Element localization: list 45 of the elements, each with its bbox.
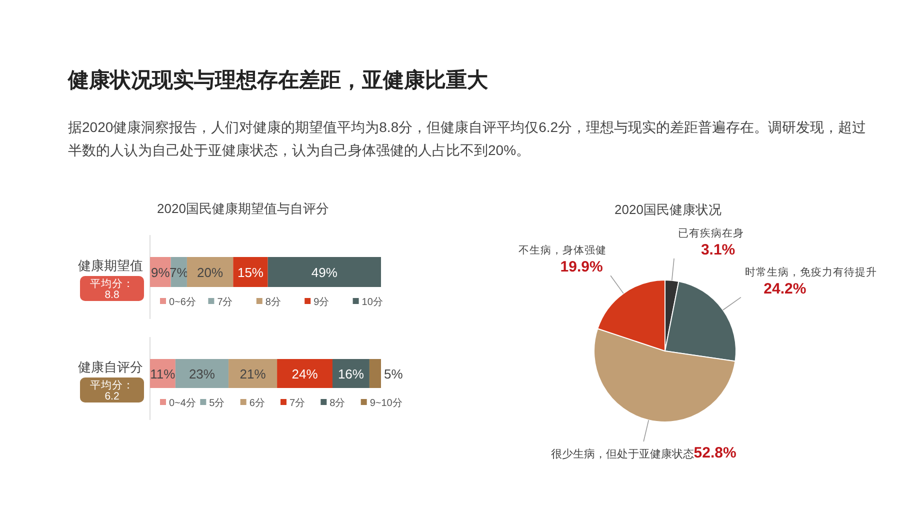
- bar: [175, 359, 229, 388]
- bar: [268, 257, 381, 287]
- text: 平均分： 6.2: [90, 380, 134, 402]
- legend-label: 7分: [217, 296, 233, 308]
- data-label: 19.9%: [560, 258, 603, 276]
- y-tick-label: 健康自评分: [78, 360, 143, 374]
- slice-label: 很少生病，但处于亚健康状态: [550, 448, 694, 460]
- text: 健康状况现实与理想存在差距，亚健康比重大: [68, 68, 488, 94]
- legend-label: 7分: [290, 397, 306, 409]
- text: 平均分： 8.8: [90, 278, 134, 301]
- data-label: 24.2%: [764, 280, 806, 298]
- data-label: 16%: [338, 366, 364, 382]
- bar: [369, 359, 381, 388]
- chart-title: 2020国民健康期望值与自评分: [157, 201, 329, 216]
- data-label: 23%: [188, 366, 216, 382]
- bar: [233, 257, 268, 287]
- bar: [332, 359, 370, 388]
- bar: [228, 359, 278, 388]
- data-label: 21%: [240, 366, 266, 382]
- data-label: 3.1%: [700, 241, 736, 258]
- text: 据2020健康洞察报告，人们对健康的期望值平均为8.8分，但健康自评平均仅6.2分，理想与现实的差距普遍存在。调研发现，超过半数的人认为自己处于亚健康状态，认为自己身体强健的人占比不到20%。: [68, 118, 868, 160]
- data-label: 11%: [150, 366, 176, 382]
- data-label: 20%: [197, 265, 224, 280]
- data-label: 49%: [311, 265, 338, 280]
- legend-label: 6分: [249, 397, 265, 409]
- legend-label: 0~6分: [169, 296, 196, 308]
- slice-label: 时常生病，免疫力有待提升: [744, 265, 877, 278]
- legend-label: 8分: [265, 296, 281, 308]
- legend-label: 9分: [314, 296, 330, 308]
- legend-label: 5分: [209, 397, 225, 409]
- bar: [277, 359, 332, 388]
- legend-label: 9~10分: [370, 397, 402, 409]
- slice-label: 不生病，身体强健: [518, 244, 607, 257]
- data-label: 52.8%: [694, 444, 736, 462]
- legend-label: 8分: [330, 397, 346, 409]
- legend-label: 10分: [362, 296, 383, 308]
- bar: [186, 257, 234, 287]
- data-label: 15%: [237, 265, 264, 280]
- slice-label: 已有疾病在身: [678, 226, 744, 240]
- data-label: 24%: [292, 366, 318, 382]
- legend-label: 0~4分: [169, 397, 196, 409]
- data-label: 5%: [384, 366, 404, 382]
- data-label: 9%: [150, 265, 170, 280]
- y-tick-label: 健康期望值: [78, 258, 143, 273]
- chart-title: 2020国民健康状况: [614, 202, 722, 217]
